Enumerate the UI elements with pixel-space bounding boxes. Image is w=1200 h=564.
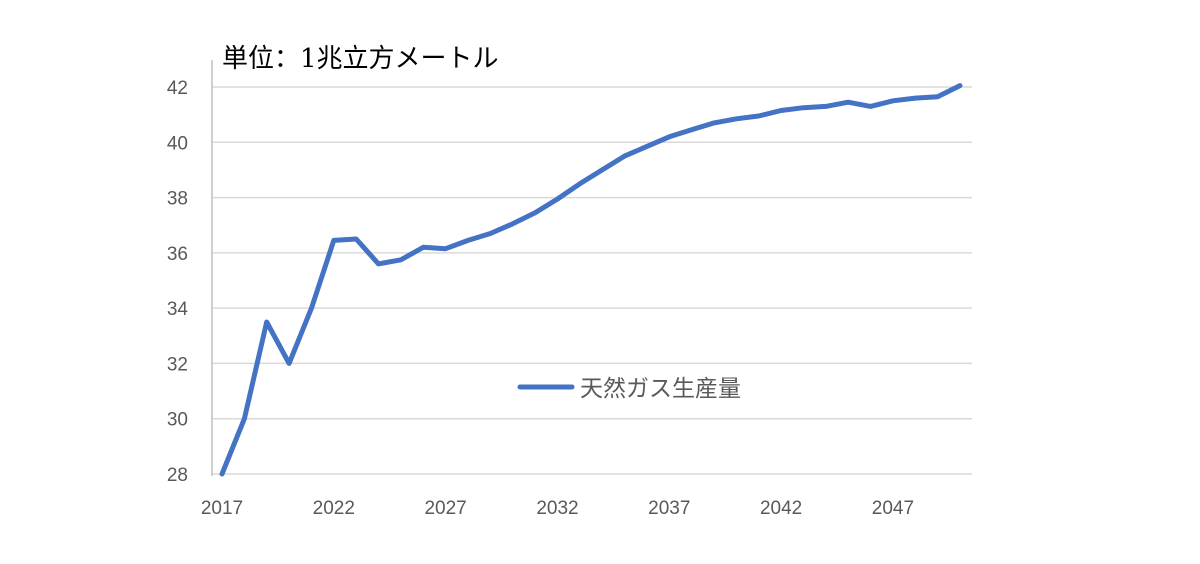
y-tick-label: 36 bbox=[167, 244, 188, 265]
x-tick-label: 2037 bbox=[648, 498, 690, 519]
x-tick-label: 2047 bbox=[872, 498, 914, 519]
y-tick-label: 34 bbox=[167, 299, 189, 320]
legend-label: 天然ガス生産量 bbox=[580, 376, 741, 402]
series-layer bbox=[219, 83, 963, 477]
y-tick-label: 40 bbox=[167, 133, 188, 154]
legend: 天然ガス生産量 bbox=[517, 376, 741, 402]
x-tick-label: 2017 bbox=[201, 498, 243, 519]
x-tick-label: 2027 bbox=[424, 498, 466, 519]
x-tick-label: 2022 bbox=[313, 498, 355, 519]
unit-label: 単位：1兆立方メートル bbox=[222, 44, 499, 74]
x-axis-ticks: 2017 2022 2027 2032 2037 2042 2047 bbox=[201, 498, 914, 519]
y-tick-label: 30 bbox=[167, 410, 188, 431]
y-axis-ticks: 28 30 32 34 36 38 40 42 bbox=[167, 78, 189, 486]
series-line bbox=[219, 83, 963, 477]
y-tick-label: 32 bbox=[167, 354, 188, 375]
y-tick-label: 28 bbox=[167, 465, 188, 486]
y-tick-label: 38 bbox=[167, 189, 188, 210]
x-tick-label: 2042 bbox=[760, 498, 802, 519]
gridlines bbox=[212, 86, 972, 475]
x-tick-label: 2032 bbox=[536, 498, 578, 519]
y-tick-label: 42 bbox=[167, 78, 188, 99]
